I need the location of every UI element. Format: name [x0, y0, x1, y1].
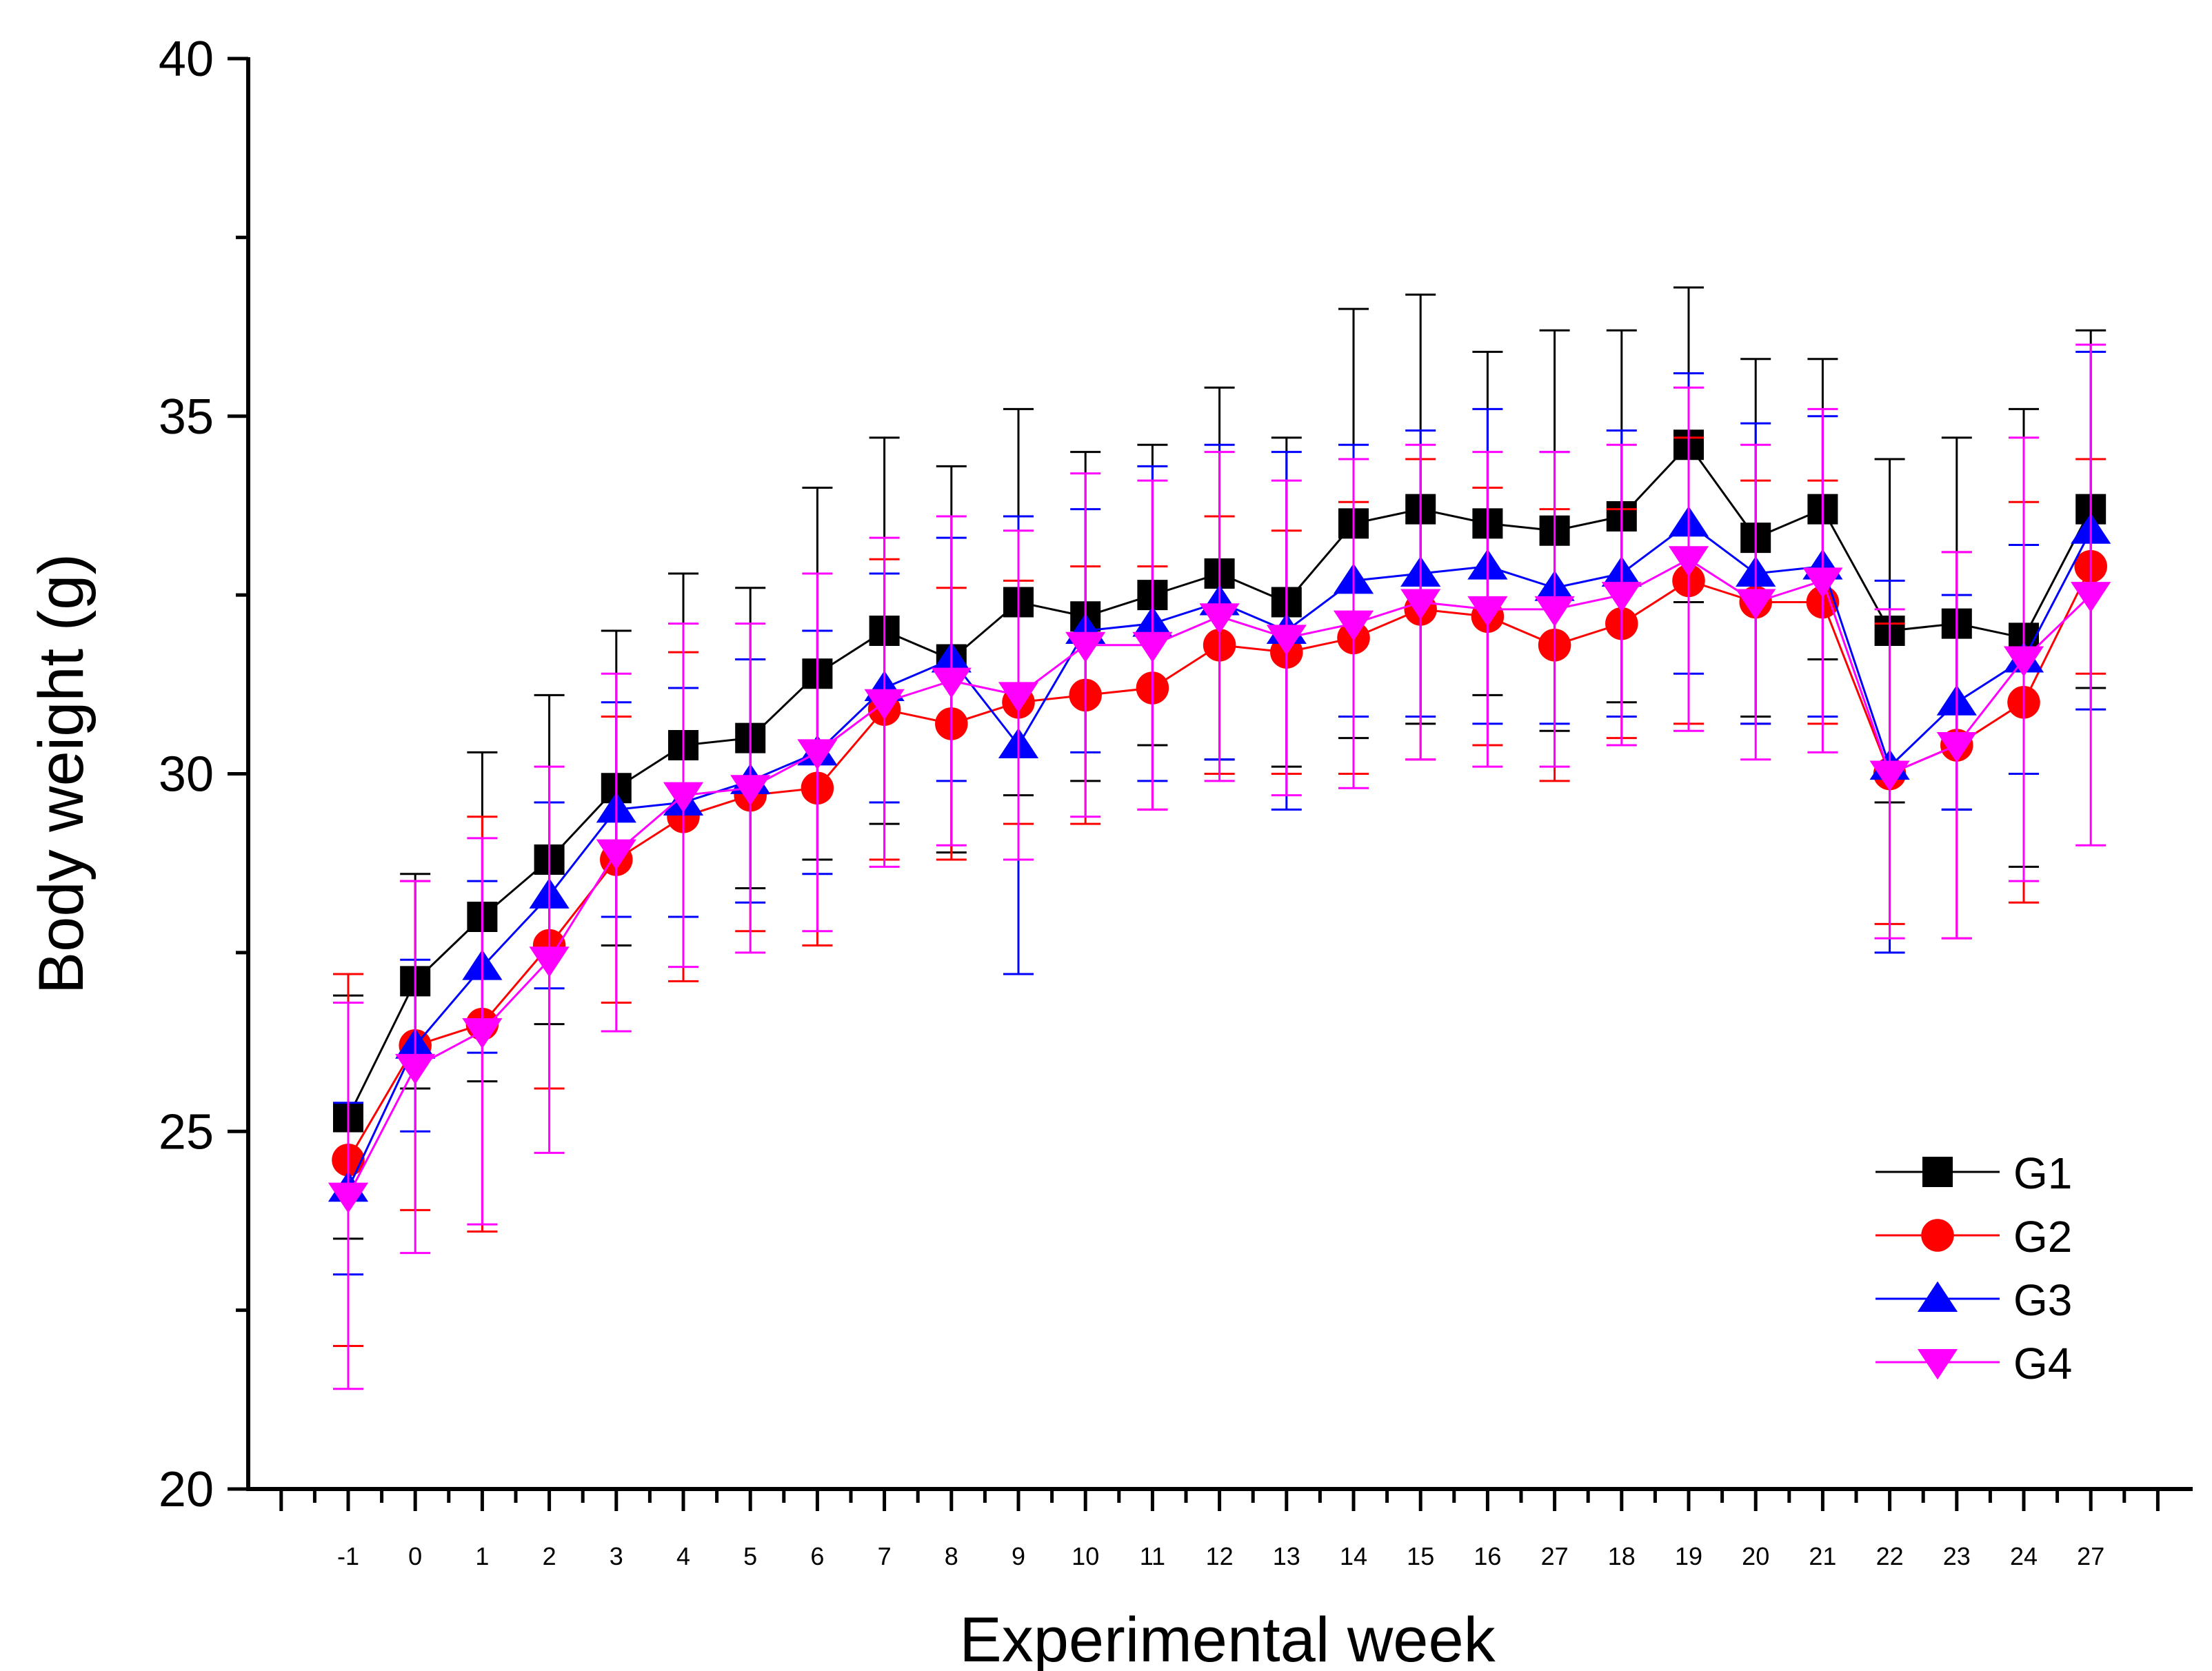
x-tick-label: 6 [810, 1542, 824, 1570]
data-point [1266, 625, 1307, 656]
y-tick-label: 40 [159, 32, 214, 87]
y-axis-title: Body weight (g) [26, 554, 97, 994]
x-tick-label: 2 [543, 1542, 556, 1570]
data-point [797, 739, 838, 770]
x-tick-label: 0 [408, 1542, 422, 1570]
data-point [395, 1053, 436, 1085]
data-point [1936, 732, 1977, 763]
data-point [864, 689, 905, 720]
x-tick-label: 20 [1742, 1542, 1769, 1570]
x-axis-title: Experimental week [959, 1605, 1496, 1671]
data-point [730, 775, 771, 806]
y-tick-label: 35 [159, 389, 214, 445]
legend-label: G3 [2013, 1275, 2072, 1325]
data-point [1802, 567, 1843, 598]
data-point [663, 782, 704, 813]
x-tick-label: 15 [1407, 1542, 1434, 1570]
data-point [1400, 589, 1441, 620]
series-G4 [328, 343, 2111, 1390]
x-tick-label: 13 [1273, 1542, 1300, 1570]
y-tick-label: 25 [159, 1104, 214, 1159]
x-tick-label: 1 [475, 1542, 489, 1570]
data-point [1534, 596, 1575, 627]
x-tick-label: 19 [1675, 1542, 1702, 1570]
data-point [462, 1018, 503, 1049]
x-tick-label: 11 [1140, 1542, 1165, 1570]
legend-label: G4 [2013, 1339, 2072, 1388]
legend-marker [1917, 1281, 1958, 1312]
x-tick-label: 22 [1876, 1542, 1904, 1570]
legend-marker [1922, 1157, 1953, 1187]
x-tick-label: 23 [1943, 1542, 1971, 1570]
data-point [1869, 760, 1910, 791]
legend-label: G2 [2013, 1212, 2072, 1262]
x-tick-label: 5 [743, 1542, 757, 1570]
data-point [1736, 589, 1776, 620]
x-tick-label: 8 [945, 1542, 958, 1570]
x-tick-label: 4 [676, 1542, 690, 1570]
data-point [1199, 603, 1240, 634]
data-point [1333, 610, 1374, 641]
data-point [1132, 631, 1173, 663]
x-tick-label: 10 [1072, 1542, 1099, 1570]
y-tick-label: 30 [159, 747, 214, 802]
x-tick-label: 24 [2010, 1542, 2038, 1570]
data-point [1668, 546, 1709, 577]
legend-marker [1917, 1349, 1958, 1380]
data-point [328, 1182, 369, 1213]
x-tick-label: 3 [610, 1542, 623, 1570]
x-tick-label: -1 [337, 1542, 359, 1570]
data-point [596, 839, 636, 870]
data-point [529, 946, 570, 978]
x-tick-label: 21 [1809, 1542, 1836, 1570]
x-tick-label: 27 [2077, 1542, 2104, 1570]
legend-label: G1 [2013, 1148, 2072, 1198]
x-tick-label: 27 [1541, 1542, 1569, 1570]
x-tick-label: 14 [1340, 1542, 1367, 1570]
data-point [1467, 596, 1508, 627]
data-point [2003, 646, 2044, 677]
data-point [931, 667, 972, 698]
legend-marker [1921, 1219, 1954, 1252]
data-point [1601, 582, 1642, 613]
x-tick-label: 18 [1608, 1542, 1636, 1570]
data-point [1065, 631, 1106, 663]
data-point [2071, 582, 2111, 613]
x-tick-label: 16 [1474, 1542, 1501, 1570]
legend: G1 G2 G3 G4 [1876, 1148, 2072, 1388]
x-tick-label: 9 [1012, 1542, 1025, 1570]
data-point [998, 682, 1039, 713]
x-tick-label: 7 [878, 1542, 892, 1570]
x-tick-label: 12 [1206, 1542, 1234, 1570]
y-tick-label: 20 [159, 1462, 214, 1517]
